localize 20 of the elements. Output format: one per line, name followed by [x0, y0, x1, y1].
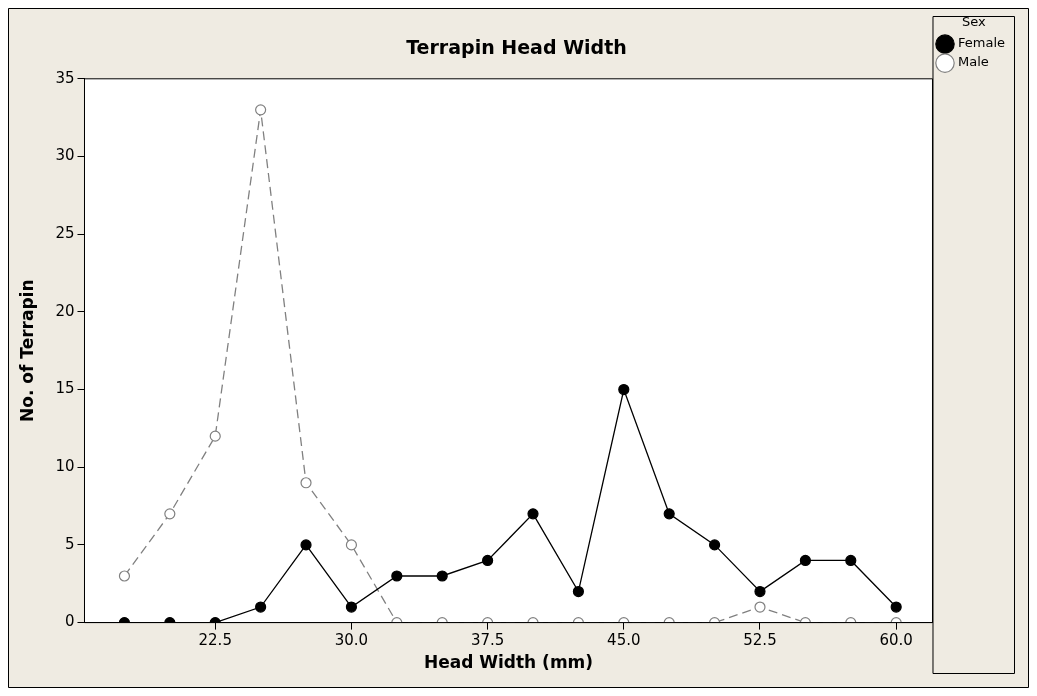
x-tick-label: 45.0 [607, 631, 641, 650]
y-tick-label: 30 [55, 146, 75, 165]
y-tick-label: 25 [55, 224, 75, 243]
x-tick-label: 60.0 [879, 631, 913, 650]
x-tick-label: 37.5 [470, 631, 505, 650]
chart-title: Terrapin Head Width [406, 36, 627, 59]
legend-label: Male [958, 54, 989, 70]
y-tick-label: 5 [64, 534, 75, 553]
x-tick-label: 52.5 [743, 631, 777, 650]
y-tick-label: 0 [64, 612, 75, 631]
x-axis-title: Head Width (mm) [423, 652, 594, 673]
y-axis-title: No. of Terrapin [16, 279, 37, 422]
y-tick-label: 10 [55, 457, 75, 476]
x-tick-label: 22.5 [198, 631, 232, 650]
y-tick-label: 20 [55, 301, 75, 320]
y-tick-label: 35 [55, 68, 75, 87]
y-tick-label: 15 [55, 379, 75, 398]
x-tick-label: 30.0 [334, 631, 369, 650]
legend-title: Sex [961, 13, 986, 29]
legend-label: Female [958, 35, 1006, 51]
